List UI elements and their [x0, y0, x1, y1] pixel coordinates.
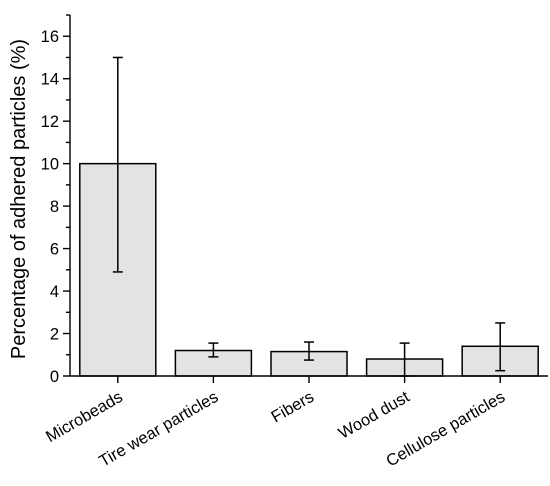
y-tick-label: 12: [41, 113, 59, 131]
y-tick-label: 10: [41, 156, 59, 174]
y-tick-label: 6: [50, 241, 59, 259]
y-tick-label: 8: [50, 198, 59, 216]
y-tick-label: 0: [50, 368, 59, 386]
x-tick-label: Wood dust: [336, 388, 413, 443]
y-tick-label: 4: [50, 283, 59, 301]
y-axis: 0 2 4 6 8 10 12 14 16: [41, 14, 71, 386]
y-tick-label: 16: [41, 28, 59, 46]
error-bars-group: [112, 56, 506, 377]
x-tick-label: Microbeads: [43, 388, 126, 446]
y-tick-label: 2: [50, 326, 59, 344]
y-axis-label: Percentage of adhered particles (%): [8, 39, 30, 359]
x-tick-label: Fibers: [268, 388, 317, 427]
y-tick-label: 14: [41, 71, 59, 89]
